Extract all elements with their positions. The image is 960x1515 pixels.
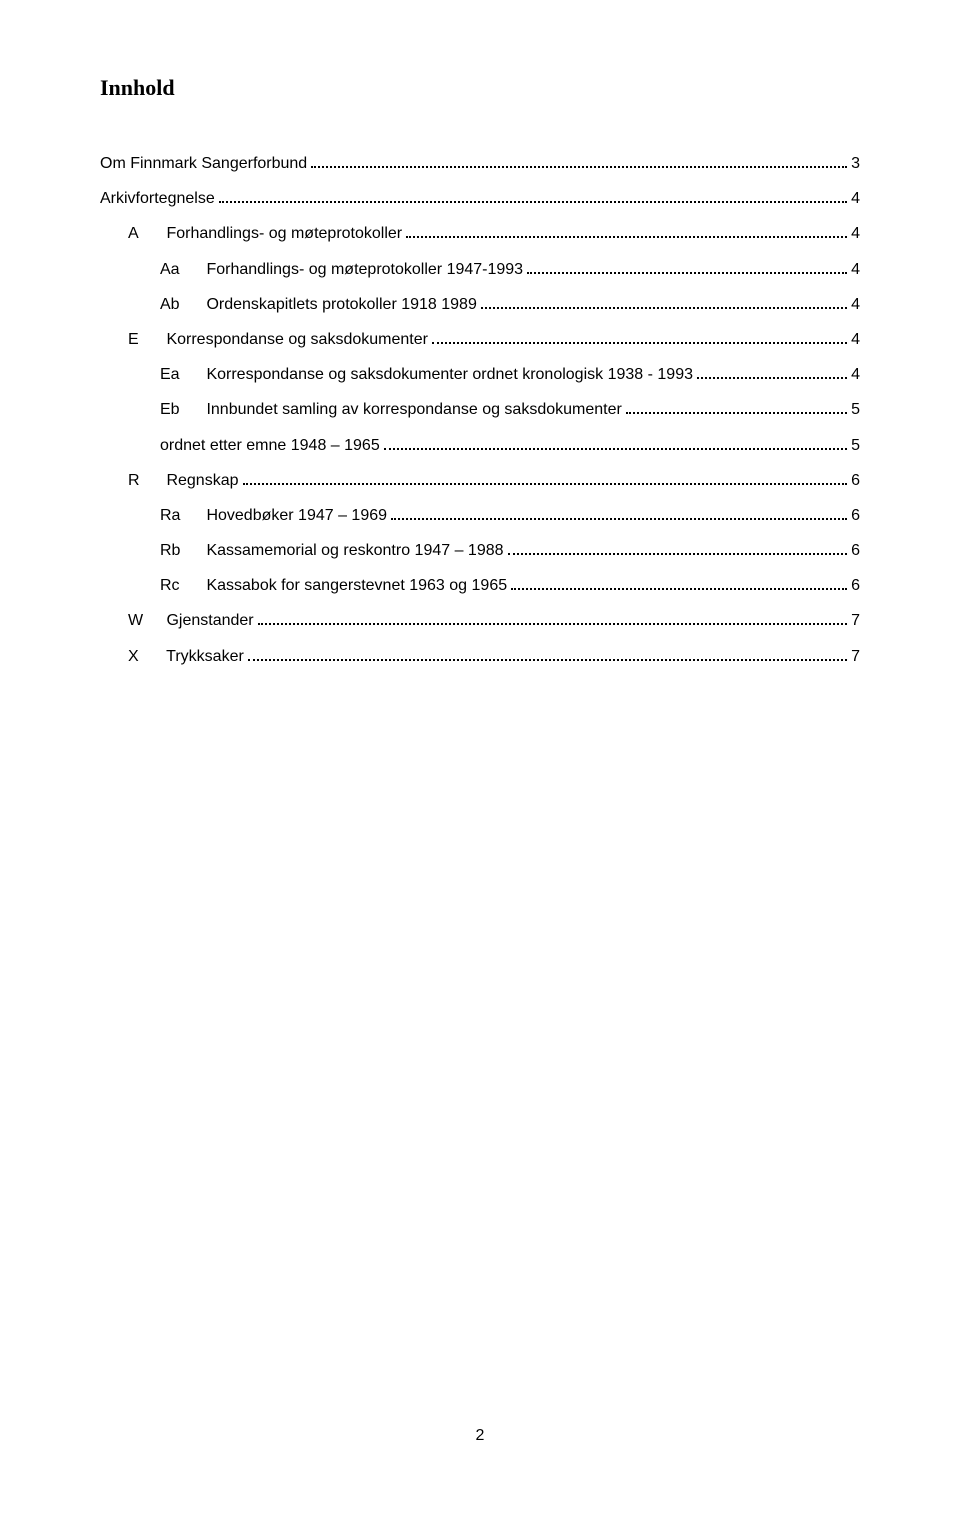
toc-label: Rc Kassabok for sangerstevnet 1963 og 19… bbox=[160, 568, 507, 603]
toc-text: Forhandlings- og møteprotokoller 1947-19… bbox=[206, 261, 523, 278]
toc-text: Hovedbøker 1947 – 1969 bbox=[206, 507, 387, 524]
toc-entry: R Regnskap 6 bbox=[100, 463, 860, 498]
toc-text: Gjenstander bbox=[166, 612, 253, 629]
toc-text: Trykksaker bbox=[166, 648, 244, 665]
toc-entry: E Korrespondanse og saksdokumenter 4 bbox=[100, 322, 860, 357]
toc-label: ordnet etter emne 1948 – 1965 bbox=[160, 428, 380, 463]
toc-page-number: 5 bbox=[851, 392, 860, 427]
toc-label: R Regnskap bbox=[128, 463, 239, 498]
toc-entry: Ea Korrespondanse og saksdokumenter ordn… bbox=[100, 357, 860, 392]
toc-leader-dots bbox=[311, 154, 847, 168]
toc-page-number: 5 bbox=[851, 428, 860, 463]
toc-page-number: 6 bbox=[851, 533, 860, 568]
toc-code: Ra bbox=[160, 498, 202, 533]
toc-label: Arkivfortegnelse bbox=[100, 181, 215, 216]
toc-leader-dots bbox=[432, 330, 847, 344]
toc-leader-dots bbox=[508, 541, 848, 555]
toc-page-number: 4 bbox=[851, 252, 860, 287]
toc-label: Rb Kassamemorial og reskontro 1947 – 198… bbox=[160, 533, 504, 568]
toc-code: E bbox=[128, 322, 162, 357]
toc-code: A bbox=[128, 216, 162, 251]
toc-entry: Arkivfortegnelse 4 bbox=[100, 181, 860, 216]
toc-label: A Forhandlings- og møteprotokoller bbox=[128, 216, 402, 251]
toc-entry: Om Finnmark Sangerforbund 3 bbox=[100, 146, 860, 181]
toc-page-number: 7 bbox=[851, 639, 860, 674]
toc-entry: Eb Innbundet samling av korrespondanse o… bbox=[100, 392, 860, 427]
toc-entry: Ra Hovedbøker 1947 – 1969 6 bbox=[100, 498, 860, 533]
toc-label: Ra Hovedbøker 1947 – 1969 bbox=[160, 498, 387, 533]
toc-leader-dots bbox=[219, 189, 847, 203]
toc-page-number: 6 bbox=[851, 498, 860, 533]
toc-entry: Ab Ordenskapitlets protokoller 1918 1989… bbox=[100, 287, 860, 322]
toc-leader-dots bbox=[511, 576, 847, 590]
toc-entry: Rc Kassabok for sangerstevnet 1963 og 19… bbox=[100, 568, 860, 603]
toc-text: Kassamemorial og reskontro 1947 – 1988 bbox=[206, 542, 503, 559]
toc-code: Rc bbox=[160, 568, 202, 603]
toc-code: Eb bbox=[160, 392, 202, 427]
toc-code: Rb bbox=[160, 533, 202, 568]
toc-page-number: 4 bbox=[851, 216, 860, 251]
toc-leader-dots bbox=[406, 224, 847, 238]
toc-leader-dots bbox=[243, 470, 848, 484]
toc-leader-dots bbox=[626, 400, 847, 414]
toc-leader-dots bbox=[258, 611, 847, 625]
toc-leader-dots bbox=[391, 505, 847, 519]
toc-page-number: 4 bbox=[851, 322, 860, 357]
toc-label: Ea Korrespondanse og saksdokumenter ordn… bbox=[160, 357, 693, 392]
page-title: Innhold bbox=[100, 75, 860, 101]
toc-page-number: 4 bbox=[851, 287, 860, 322]
toc-page-number: 6 bbox=[851, 568, 860, 603]
toc-entry: A Forhandlings- og møteprotokoller 4 bbox=[100, 216, 860, 251]
toc-text: Korrespondanse og saksdokumenter ordnet … bbox=[206, 366, 693, 383]
toc-label: Aa Forhandlings- og møteprotokoller 1947… bbox=[160, 252, 523, 287]
toc-code: X bbox=[128, 639, 162, 674]
toc-leader-dots bbox=[384, 435, 847, 449]
toc-page-number: 3 bbox=[851, 146, 860, 181]
toc-page-number: 4 bbox=[851, 181, 860, 216]
toc-label: Om Finnmark Sangerforbund bbox=[100, 146, 307, 181]
toc-entry: ordnet etter emne 1948 – 1965 5 bbox=[100, 428, 860, 463]
toc-text: Ordenskapitlets protokoller 1918 1989 bbox=[206, 296, 476, 313]
toc-code: W bbox=[128, 603, 162, 638]
toc-leader-dots bbox=[697, 365, 847, 379]
table-of-contents: Om Finnmark Sangerforbund 3 Arkivfortegn… bbox=[100, 146, 860, 674]
toc-entry: X Trykksaker 7 bbox=[100, 639, 860, 674]
page-footer-number: 2 bbox=[0, 1427, 960, 1445]
toc-label: Eb Innbundet samling av korrespondanse o… bbox=[160, 392, 622, 427]
toc-text: Innbundet samling av korrespondanse og s… bbox=[206, 401, 621, 418]
toc-code: Ab bbox=[160, 287, 202, 322]
toc-text: Korrespondanse og saksdokumenter bbox=[166, 331, 428, 348]
toc-page-number: 4 bbox=[851, 357, 860, 392]
toc-leader-dots bbox=[481, 294, 847, 308]
toc-label: Ab Ordenskapitlets protokoller 1918 1989 bbox=[160, 287, 477, 322]
toc-label: E Korrespondanse og saksdokumenter bbox=[128, 322, 428, 357]
toc-leader-dots bbox=[527, 259, 847, 273]
toc-text: Regnskap bbox=[166, 472, 238, 489]
toc-code: R bbox=[128, 463, 162, 498]
toc-entry: Aa Forhandlings- og møteprotokoller 1947… bbox=[100, 252, 860, 287]
toc-page-number: 6 bbox=[851, 463, 860, 498]
toc-text: Forhandlings- og møteprotokoller bbox=[166, 225, 402, 242]
toc-label: X Trykksaker bbox=[128, 639, 244, 674]
toc-entry: Rb Kassamemorial og reskontro 1947 – 198… bbox=[100, 533, 860, 568]
toc-leader-dots bbox=[248, 646, 847, 660]
toc-entry: W Gjenstander 7 bbox=[100, 603, 860, 638]
toc-label: W Gjenstander bbox=[128, 603, 254, 638]
toc-code: Ea bbox=[160, 357, 202, 392]
toc-code: Aa bbox=[160, 252, 202, 287]
toc-text: Kassabok for sangerstevnet 1963 og 1965 bbox=[206, 577, 507, 594]
toc-page-number: 7 bbox=[851, 603, 860, 638]
